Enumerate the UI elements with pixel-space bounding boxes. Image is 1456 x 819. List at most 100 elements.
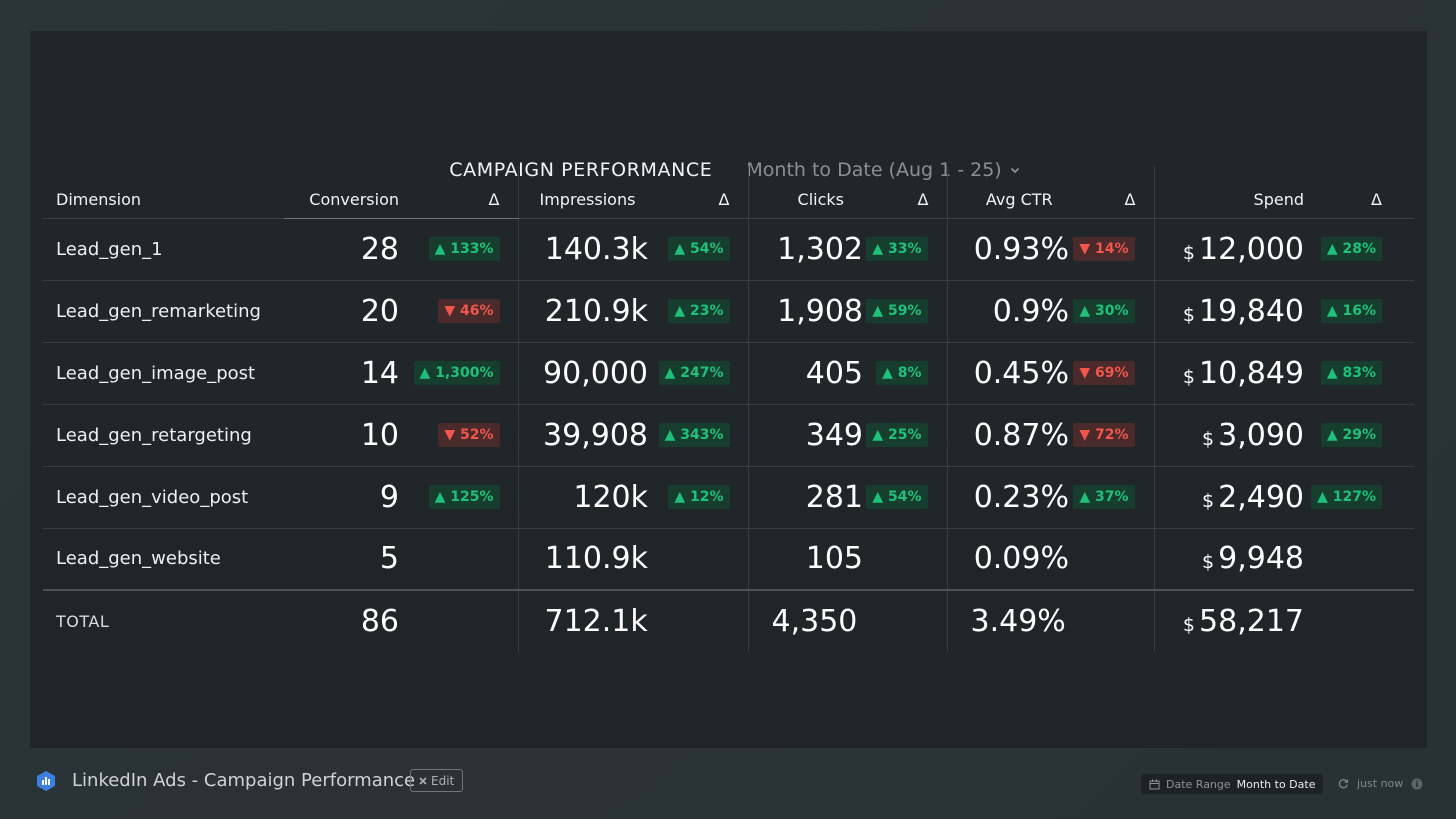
total-conversion: 86 <box>360 604 399 639</box>
delta-badge: ▲ 83% <box>1320 361 1382 385</box>
total-spend-value: 58,217 <box>1199 604 1304 639</box>
spend-value: 2,490 <box>1218 479 1304 515</box>
dimension-cell: Lead_gen_image_post <box>43 342 284 405</box>
delta-badge: ▲ 33% <box>866 237 928 261</box>
table-row: Lead_gen_website 5 110.9k 105 0.09% $9,948 <box>43 528 1414 591</box>
conversion-cell: 28 <box>284 218 399 281</box>
info-icon[interactable] <box>1411 778 1423 790</box>
conversion-delta-cell: ▲ 125% <box>399 466 518 529</box>
total-avg-ctr-delta <box>1069 590 1154 652</box>
delta-badge: ▲ 16% <box>1320 299 1382 323</box>
clicks-delta-cell: ▲ 54% <box>863 466 947 529</box>
conversion-delta-cell: ▲ 133% <box>399 218 518 281</box>
currency-symbol: $ <box>1182 241 1196 264</box>
conversion-delta-cell <box>399 528 518 591</box>
spend-value: 12,000 <box>1199 231 1304 267</box>
avg-ctr-delta-cell: ▼ 69% <box>1069 342 1154 405</box>
spend-delta-cell: ▲ 28% <box>1304 218 1414 281</box>
impressions-delta-cell: ▲ 12% <box>648 466 748 529</box>
header-dimension[interactable]: Dimension <box>43 166 284 219</box>
clicks-delta-cell <box>863 528 947 591</box>
total-impressions-delta <box>648 590 748 652</box>
impressions-delta-cell: ▲ 343% <box>648 404 748 467</box>
spend-cell: $2,490 <box>1153 466 1304 529</box>
clicks-cell: 1,908 <box>747 280 863 343</box>
clicks-cell: 281 <box>747 466 863 529</box>
avg-ctr-delta-cell: ▲ 30% <box>1069 280 1154 343</box>
delta-badge: ▲ 343% <box>658 423 730 447</box>
clicks-cell: 349 <box>747 404 863 467</box>
header-spend[interactable]: Spend <box>1153 166 1304 219</box>
spend-value: 3,090 <box>1218 417 1304 453</box>
table-row: Lead_gen_remarketing 20 ▼ 46% 210.9k ▲ 23% 1,… <box>43 280 1414 343</box>
total-avg-ctr: 3.49% <box>946 590 1069 652</box>
delta-badge: ▼ 69% <box>1073 361 1135 385</box>
clicks-delta-cell: ▲ 25% <box>863 404 947 467</box>
total-row: TOTAL 86 712.1k 4,350 3.49% $58,217 <box>43 590 1414 652</box>
calendar-icon <box>1149 779 1160 789</box>
header-conversion[interactable]: Conversion <box>284 166 399 219</box>
impressions-cell: 140.3k <box>517 218 648 281</box>
dashboard-title: LinkedIn Ads - Campaign Performance <box>72 770 416 791</box>
currency-symbol: $ <box>1202 551 1215 574</box>
header-clicks-delta[interactable]: Δ <box>863 166 947 219</box>
header-avg-ctr-delta[interactable]: Δ <box>1069 166 1154 219</box>
avg-ctr-cell: 0.09% <box>946 528 1069 591</box>
refresh-icon[interactable] <box>1338 778 1349 789</box>
header-impressions[interactable]: Impressions <box>517 166 648 219</box>
conversion-delta-cell: ▼ 46% <box>399 280 518 343</box>
delta-badge: ▲ 30% <box>1073 299 1135 323</box>
impressions-cell: 120k <box>517 466 648 529</box>
clicks-cell: 105 <box>747 528 863 591</box>
clicks-delta-cell: ▲ 33% <box>863 218 947 281</box>
dimension-cell: Lead_gen_retargeting <box>43 404 284 467</box>
impressions-cell: 110.9k <box>517 528 648 591</box>
table-row: Lead_gen_image_post 14 ▲ 1,300% 90,000 ▲ 247… <box>43 342 1414 405</box>
header-clicks[interactable]: Clicks <box>747 166 863 219</box>
spend-cell: $3,090 <box>1153 404 1304 467</box>
date-range-filter-label: Date Range <box>1166 777 1231 791</box>
close-icon <box>419 776 427 785</box>
edit-button[interactable]: Edit <box>410 769 464 792</box>
delta-badge: ▲ 37% <box>1073 485 1135 509</box>
header-conversion-delta[interactable]: Δ <box>399 166 518 219</box>
impressions-cell: 90,000 <box>517 342 648 405</box>
dimension-cell: Lead_gen_website <box>43 528 284 591</box>
avg-ctr-cell: 0.93% <box>946 218 1069 281</box>
spend-cell: $12,000 <box>1153 218 1304 281</box>
delta-badge: ▲ 54% <box>866 485 928 509</box>
avg-ctr-delta-cell: ▼ 14% <box>1069 218 1154 281</box>
currency-symbol: $ <box>1182 365 1196 388</box>
total-spend: $58,217 <box>1153 590 1304 652</box>
spend-value: 10,849 <box>1199 355 1304 391</box>
clicks-delta-cell: ▲ 8% <box>863 342 947 405</box>
impressions-delta-cell: ▲ 54% <box>648 218 748 281</box>
campaign-table: Dimension Conversion Δ Impressions Δ Cli… <box>43 166 1414 652</box>
delta-badge: ▲ 8% <box>876 361 928 385</box>
impressions-cell: 210.9k <box>517 280 648 343</box>
header-impressions-delta[interactable]: Δ <box>648 166 748 219</box>
avg-ctr-cell: 0.23% <box>946 466 1069 529</box>
delta-badge: ▼ 14% <box>1073 237 1135 261</box>
total-spend-delta <box>1304 590 1414 652</box>
table-header-row: Dimension Conversion Δ Impressions Δ Cli… <box>43 166 1414 219</box>
date-range-filter[interactable]: Date Range Month to Date <box>1141 774 1324 794</box>
conversion-cell: 14 <box>284 342 399 405</box>
conversion-cell: 9 <box>284 466 399 529</box>
clicks-cell: 405 <box>747 342 863 405</box>
spend-delta-cell: ▲ 127% <box>1304 466 1414 529</box>
spend-cell: $19,840 <box>1153 280 1304 343</box>
total-conversion-delta <box>399 590 518 652</box>
header-spend-delta[interactable]: Δ <box>1304 166 1414 219</box>
table-row: Lead_gen_video_post 9 ▲ 125% 120k ▲ 12% 281 ▲ … <box>43 466 1414 529</box>
table-row: Lead_gen_1 28 ▲ 133% 140.3k ▲ 54% 1,302 ▲ 33% 0… <box>43 218 1414 281</box>
header-avg-ctr[interactable]: Avg CTR <box>946 166 1069 219</box>
delta-badge: ▲ 1,300% <box>413 361 500 385</box>
conversion-cell: 10 <box>284 404 399 467</box>
dimension-cell: Lead_gen_1 <box>43 218 284 281</box>
spend-value: 9,948 <box>1218 541 1304 577</box>
dimension-cell: Lead_gen_video_post <box>43 466 284 529</box>
delta-badge: ▲ 59% <box>866 299 928 323</box>
avg-ctr-delta-cell <box>1069 528 1154 591</box>
dimension-cell: Lead_gen_remarketing <box>43 280 284 343</box>
